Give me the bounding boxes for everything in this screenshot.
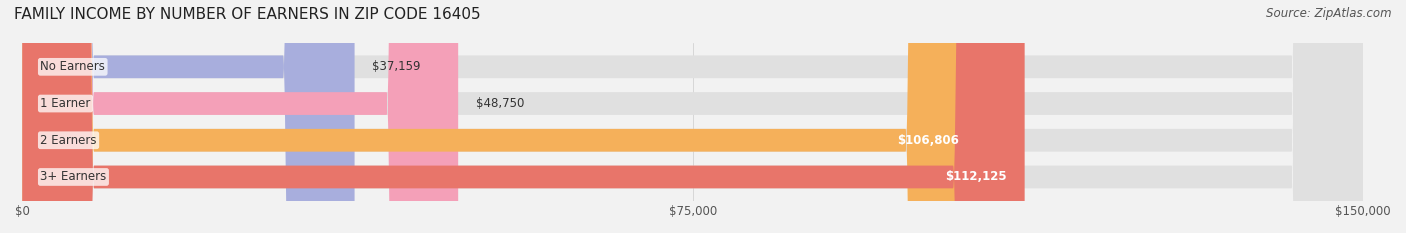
FancyBboxPatch shape bbox=[22, 0, 458, 233]
Text: $106,806: $106,806 bbox=[897, 134, 959, 147]
FancyBboxPatch shape bbox=[22, 0, 1364, 233]
Text: 2 Earners: 2 Earners bbox=[41, 134, 97, 147]
FancyBboxPatch shape bbox=[22, 0, 1364, 233]
FancyBboxPatch shape bbox=[22, 0, 354, 233]
Text: No Earners: No Earners bbox=[41, 60, 105, 73]
FancyBboxPatch shape bbox=[22, 0, 1364, 233]
Text: 3+ Earners: 3+ Earners bbox=[41, 171, 107, 183]
Text: 1 Earner: 1 Earner bbox=[41, 97, 91, 110]
Text: FAMILY INCOME BY NUMBER OF EARNERS IN ZIP CODE 16405: FAMILY INCOME BY NUMBER OF EARNERS IN ZI… bbox=[14, 7, 481, 22]
FancyBboxPatch shape bbox=[22, 0, 977, 233]
Text: $48,750: $48,750 bbox=[477, 97, 524, 110]
Text: $37,159: $37,159 bbox=[373, 60, 420, 73]
FancyBboxPatch shape bbox=[22, 0, 1364, 233]
Text: $112,125: $112,125 bbox=[945, 171, 1007, 183]
FancyBboxPatch shape bbox=[22, 0, 1025, 233]
Text: Source: ZipAtlas.com: Source: ZipAtlas.com bbox=[1267, 7, 1392, 20]
